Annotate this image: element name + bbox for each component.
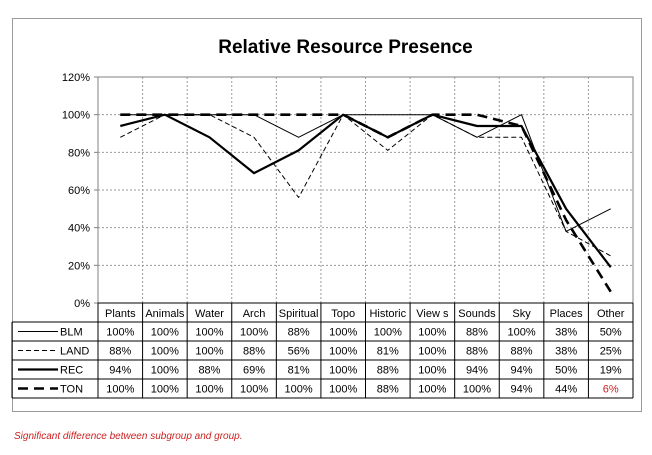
y-tick-label: 60% [68,185,90,197]
data-label: 88% [109,346,131,358]
series-line-ton [120,113,612,293]
series-line-land [120,114,611,257]
category-label: Sky [512,308,531,320]
legend-label-rec: REC [60,365,83,377]
category-label: Places [550,308,584,320]
data-label: 38% [555,327,577,339]
legend-label-ton: TON [60,384,83,396]
data-label: 100% [195,327,223,339]
data-label: 81% [288,365,310,377]
data-label: 81% [377,346,399,358]
chart-title: Relative Resource Presence [218,37,473,58]
data-label: 100% [418,365,446,377]
data-label: 19% [600,365,622,377]
data-label: 100% [507,327,535,339]
category-label: Historic [369,308,406,320]
y-tick-label: 80% [68,147,90,159]
category-label: Sounds [458,308,496,320]
chart-frame [12,18,642,412]
data-label: 44% [555,384,577,396]
data-label: 100% [151,365,179,377]
data-label: 100% [418,384,446,396]
data-label: 100% [329,365,357,377]
legend-label-blm: BLM [60,327,83,339]
data-label: 94% [466,365,488,377]
y-tick-label: 100% [62,110,90,122]
data-label: 100% [106,327,134,339]
data-label: 100% [418,346,446,358]
category-label: Topo [331,308,355,320]
data-label: 100% [463,384,491,396]
data-label: 88% [377,365,399,377]
data-label: 100% [418,327,446,339]
data-label: 88% [377,384,399,396]
data-label: 69% [243,365,265,377]
data-label: 100% [374,327,402,339]
data-label: 94% [109,365,131,377]
data-label: 88% [288,327,310,339]
category-label: View s [416,308,449,320]
data-label: 50% [600,327,622,339]
data-label: 100% [240,384,268,396]
data-label: 6% [603,384,619,396]
data-label: 100% [240,327,268,339]
y-tick-label: 120% [62,72,90,84]
category-label: Other [597,308,625,320]
data-label: 100% [106,384,134,396]
y-tick-label: 0% [74,298,90,310]
data-label: 100% [285,384,313,396]
data-label: 100% [329,346,357,358]
data-label: 88% [466,346,488,358]
data-label: 88% [466,327,488,339]
data-label: 100% [195,384,223,396]
data-label: 100% [151,327,179,339]
data-label: 50% [555,365,577,377]
y-tick-label: 20% [68,260,90,272]
y-tick-label: 40% [68,223,90,235]
data-label: 88% [511,346,533,358]
line-chart: Relative Resource Presence 0% 20% 40% 60% 80%… [11,37,634,399]
legend-label-land: LAND [60,346,89,358]
data-label: 94% [511,384,533,396]
data-label: 88% [198,365,220,377]
data-label: 100% [329,327,357,339]
category-label: Water [195,308,224,320]
data-label: 100% [151,384,179,396]
data-label: 56% [288,346,310,358]
category-label: Plants [105,308,136,320]
data-label: 100% [151,346,179,358]
data-label: 25% [600,346,622,358]
data-label: 88% [243,346,265,358]
data-label: 38% [555,346,577,358]
category-label: Spiritual [279,308,319,320]
category-label: Animals [145,308,185,320]
data-label: 94% [511,365,533,377]
data-label: 100% [195,346,223,358]
category-label: Arch [243,308,266,320]
data-label: 100% [329,384,357,396]
footnote: Significant difference between subgroup … [14,431,243,442]
